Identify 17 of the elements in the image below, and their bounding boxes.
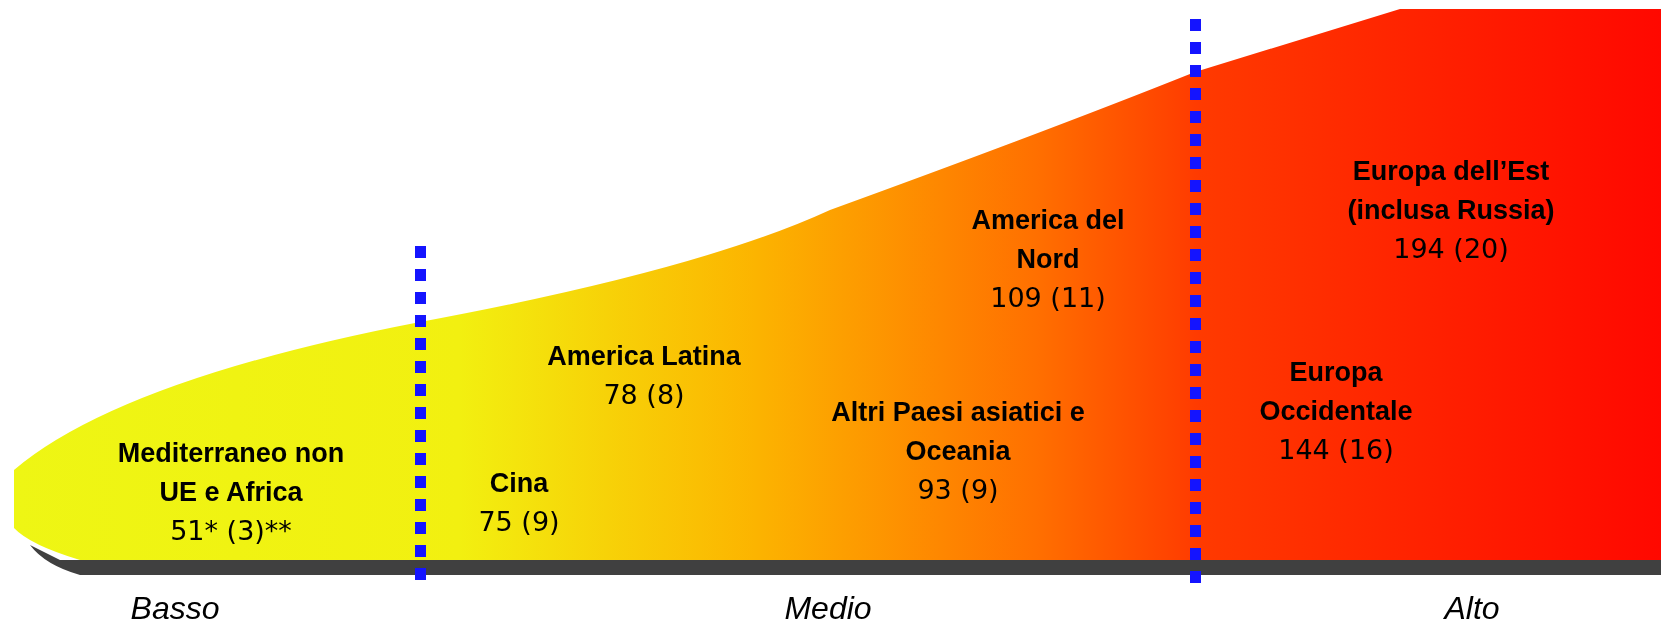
category-label: Europa dell’Est (inclusa Russia) — [1347, 156, 1555, 226]
text: Basso — [130, 589, 220, 626]
category-label: Mediterraneo non UE e Africa — [117, 438, 345, 508]
data-label: 78 (8) — [603, 379, 685, 411]
category-label: Cina — [489, 468, 550, 499]
data-label: 109 (11) — [990, 282, 1106, 314]
category-label: America Latina — [547, 341, 742, 372]
data-label: 75 (9) — [478, 506, 560, 538]
data-label: 51* (3)** — [170, 515, 292, 547]
text: Alto — [1442, 589, 1500, 626]
data-label: 144 (16) — [1278, 434, 1394, 466]
text: Medio — [784, 589, 872, 626]
data-label: 93 (9) — [917, 474, 999, 506]
category-label: America del Nord — [971, 205, 1125, 275]
category-label: Altri Paesi asiatici e Oceania — [831, 397, 1085, 467]
category-label: Europa Occidentale — [1259, 357, 1413, 427]
data-label: 194 (20) — [1393, 233, 1509, 265]
